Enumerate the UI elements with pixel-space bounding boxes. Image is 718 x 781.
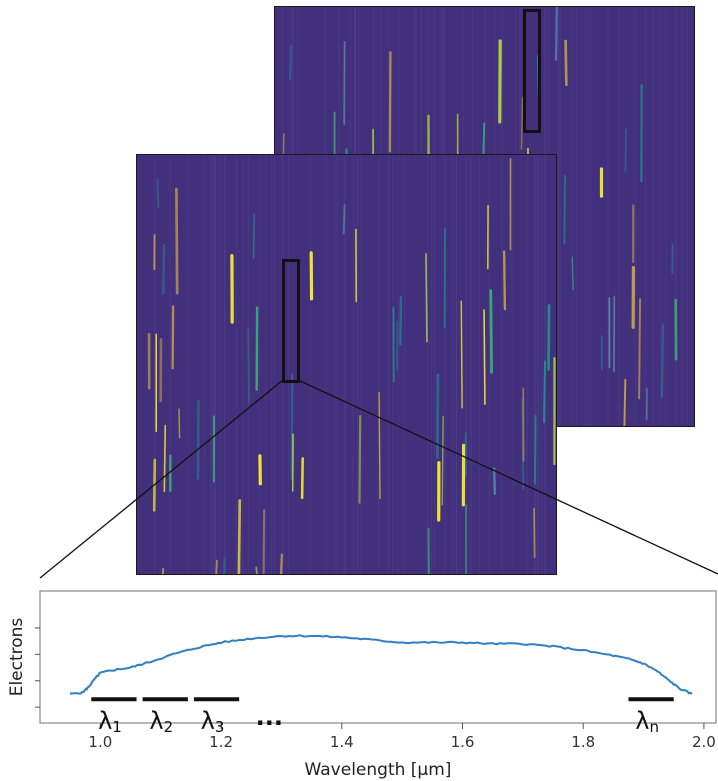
- spectral-trace: [533, 415, 537, 485]
- band-label: λn: [635, 707, 659, 736]
- spectral-trace: [247, 327, 251, 404]
- spectral-trace: [661, 323, 664, 399]
- spectral-trace: [290, 373, 294, 480]
- spectral-trace: [543, 360, 547, 424]
- spectral-trace: [563, 174, 566, 245]
- spectral-trace: [489, 289, 493, 374]
- spectral-trace: [358, 415, 362, 504]
- spectral-trace: [300, 457, 304, 500]
- spectral-trace: [378, 392, 381, 500]
- plot-frame: [39, 590, 717, 724]
- spectral-trace: [547, 304, 551, 371]
- spectral-trace: [435, 373, 440, 459]
- spectral-trace: [163, 424, 167, 493]
- band-ellipsis: ...: [256, 703, 283, 731]
- spectral-trace: [571, 256, 574, 291]
- spectral-trace: [460, 300, 463, 409]
- x-tick-label: 1.0: [88, 733, 112, 751]
- spectral-trace: [262, 509, 266, 574]
- x-tick-label: 1.2: [209, 733, 233, 751]
- spectral-trace: [237, 499, 242, 574]
- spectrum-chart: 1.0 1.2 1.4 1.6 1.8 2.0 λ1 λ2 λ3 λn ... Waveleng…: [7, 590, 717, 780]
- spectral-trace: [175, 187, 179, 295]
- spectral-trace: [255, 566, 258, 574]
- spectral-trace: [483, 309, 486, 405]
- front-detector-streaks: [147, 155, 556, 574]
- spectral-trace: [425, 252, 428, 343]
- band-label: λ3: [201, 707, 225, 736]
- spectral-trace: [289, 45, 293, 81]
- spectral-trace: [520, 96, 524, 150]
- spectral-trace: [279, 553, 284, 574]
- front-detector-frame: [136, 154, 557, 575]
- x-tick-label: 1.6: [451, 733, 475, 751]
- band-label: λ2: [149, 707, 173, 736]
- spectral-trace: [502, 250, 507, 311]
- spectral-trace: [156, 178, 160, 209]
- spectrum-line: [69, 634, 693, 695]
- y-axis: [35, 627, 40, 708]
- x-tick-label: 1.8: [571, 733, 595, 751]
- spectral-trace: [554, 7, 558, 61]
- front-highlight-box: [282, 259, 300, 383]
- spectral-trace: [533, 507, 536, 559]
- spectral-trace: [441, 415, 444, 506]
- x-axis: 1.0 1.2 1.4 1.6 1.8 2.0: [88, 723, 716, 751]
- x-axis-label: Wavelength [μm]: [305, 760, 452, 780]
- x-tick-label: 2.0: [692, 733, 716, 751]
- spectral-trace: [399, 295, 403, 346]
- spectral-trace: [161, 244, 166, 295]
- spectral-trace: [152, 458, 157, 512]
- back-highlight-box: [523, 9, 541, 133]
- spectral-trace: [215, 559, 218, 574]
- spectral-trace: [178, 408, 181, 439]
- x-tick-label: 1.4: [330, 733, 354, 751]
- spectral-trace: [482, 122, 486, 159]
- spectral-trace: [493, 467, 496, 495]
- spectral-trace: [623, 378, 627, 426]
- spectral-trace: [564, 39, 568, 87]
- wavelength-bands: λ1 λ2 λ3 λn: [91, 697, 674, 736]
- spectral-trace: [388, 51, 392, 153]
- spectral-trace: [342, 204, 346, 235]
- y-axis-label: Electrons: [7, 618, 27, 697]
- spectral-trace: [638, 298, 642, 400]
- band-label: λ1: [98, 707, 122, 736]
- spectral-trace: [252, 213, 255, 260]
